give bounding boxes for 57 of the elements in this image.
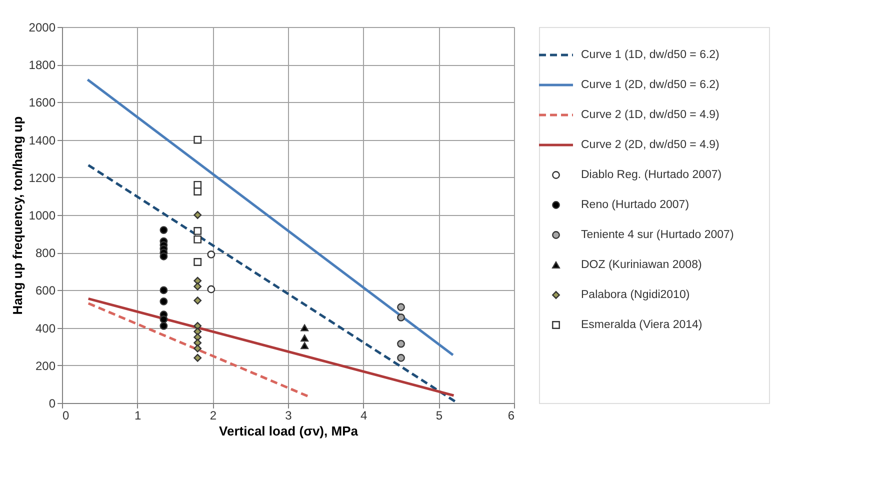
point	[300, 342, 309, 350]
y-tick-label: 600	[35, 284, 56, 298]
legend-label: DOZ (Kuriniawan 2008)	[581, 259, 702, 271]
x-tick-label: 0	[62, 408, 70, 422]
legend-label: Curve 1 (2D, dw/d50 = 6.2)	[581, 79, 720, 91]
point	[397, 314, 405, 322]
legend-label: Curve 2 (2D, dw/d50 = 4.9)	[581, 139, 720, 151]
y-tick-label: 1600	[28, 96, 56, 110]
x-tick-label: 2	[210, 408, 217, 422]
point	[397, 340, 405, 348]
point	[194, 227, 202, 235]
legend-label: Esmeralda (Viera 2014)	[581, 319, 702, 331]
point	[207, 250, 216, 258]
point	[160, 322, 168, 330]
x-axis-title: Vertical load (σv), MPa	[219, 424, 359, 438]
x-tick-label: 3	[285, 408, 292, 422]
point	[397, 303, 405, 312]
y-tick-label: 0	[48, 396, 56, 410]
y-axis-title: Hang up frequency, ton/hang up	[10, 116, 25, 315]
point	[160, 315, 168, 324]
y-tick-label: 400	[35, 321, 56, 336]
y-tick-label: 1000	[28, 208, 56, 222]
point	[194, 235, 202, 244]
y-tick-label: 200	[35, 358, 56, 373]
point	[300, 324, 309, 332]
point	[194, 354, 202, 362]
point	[194, 282, 202, 290]
y-tick-label: 800	[35, 246, 56, 260]
point	[194, 136, 202, 144]
point	[160, 298, 168, 306]
x-tick-label: 5	[436, 408, 443, 422]
y-tick-label: 1400	[28, 133, 56, 148]
point	[160, 226, 168, 234]
y-tick-label: 2000	[28, 20, 56, 34]
legend-label: Reno (Hurtado 2007)	[581, 199, 690, 211]
x-tick-label: 6	[508, 408, 515, 422]
point	[397, 354, 405, 362]
point	[160, 286, 168, 294]
point	[160, 252, 168, 260]
y-tick-label: 1800	[28, 58, 56, 72]
point	[194, 258, 202, 266]
point	[207, 285, 216, 294]
legend-label: Curve 2 (1D, dw/d50 = 4.9)	[581, 109, 720, 121]
legend-label: Curve 1 (1D, dw/d50 = 6.2)	[581, 49, 720, 61]
point	[194, 188, 202, 196]
legend-label: Palabora (Ngidi2010)	[581, 289, 690, 301]
point	[194, 211, 202, 219]
point	[300, 334, 309, 342]
point	[194, 322, 202, 330]
x-tick-label: 4	[360, 408, 368, 422]
point	[194, 296, 202, 304]
point	[194, 344, 202, 352]
legend-label: Diablo Reg. (Hurtado 2007)	[581, 169, 722, 181]
legend-label: Teniente 4 sur (Hurtado 2007)	[581, 229, 734, 241]
y-tick-label: 1200	[28, 170, 56, 185]
point	[194, 276, 202, 285]
x-tick-label: 1	[134, 408, 142, 422]
